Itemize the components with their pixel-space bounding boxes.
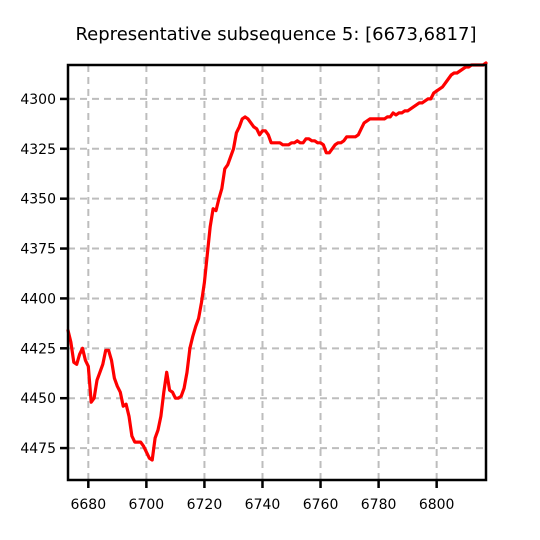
y-axis: 4300 4325 4350 4375 4400 4425 4450 4475: [20, 92, 68, 457]
y-tick-label: 4300: [20, 92, 56, 108]
x-tick-label: 6700: [129, 497, 165, 513]
chart-title: Representative subsequence 5: [6673,6817…: [75, 24, 476, 45]
x-tick-label: 6800: [419, 497, 455, 513]
x-axis: 6680 6700 6720 6740 6760 6780 6800: [70, 480, 454, 513]
plot-frame: [66, 63, 488, 482]
y-tick-label: 4325: [20, 142, 56, 158]
y-tick-label: 4375: [20, 242, 56, 258]
x-tick-label: 6720: [187, 497, 223, 513]
x-tick-label: 6680: [70, 497, 106, 513]
plot-content: [66, 61, 488, 462]
x-tick-label: 6740: [245, 497, 281, 513]
y-tick-label: 4425: [20, 341, 56, 357]
x-tick-label: 6780: [361, 497, 397, 513]
y-tick-label: 4450: [20, 391, 56, 407]
y-tick-label: 4400: [20, 291, 56, 307]
x-tick-label: 6760: [303, 497, 339, 513]
y-tick-label: 4350: [20, 192, 56, 208]
y-tick-label: 4475: [20, 441, 56, 457]
series-line: [66, 61, 488, 462]
